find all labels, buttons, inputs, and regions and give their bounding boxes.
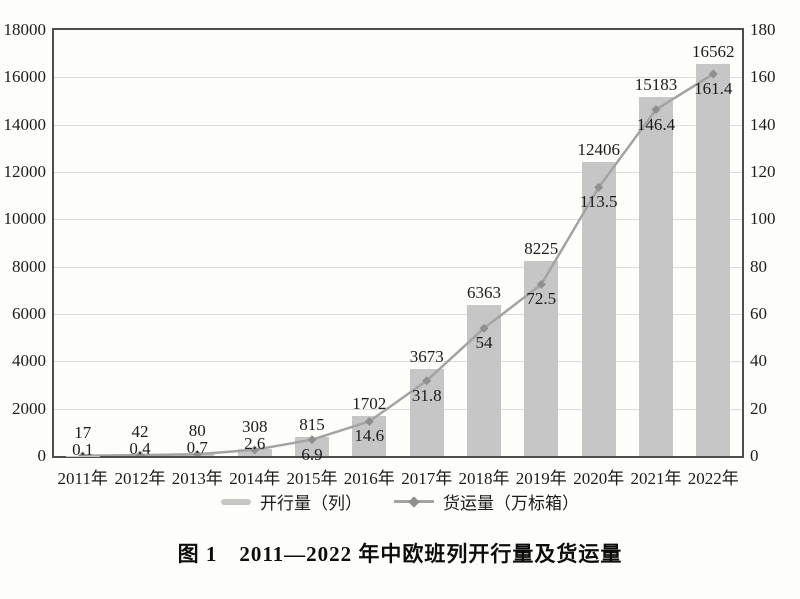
bar-value-label: 6363 [467,283,501,303]
y-axis-tick-label-left: 16000 [3,67,47,87]
freight-line-chart [78,69,718,456]
y-axis-tick-label-left: 0 [37,446,47,465]
x-axis-label: 2022年 [687,469,739,488]
x-axis-label: 2012年 [114,469,166,488]
bar-value-label: 15183 [634,74,678,94]
line-value-label: 72.5 [526,289,557,309]
gridline [54,77,742,79]
bar-value-label: 17 [74,422,92,442]
line-swatch-icon [394,495,434,508]
gridline [54,266,742,268]
line-value-label: 146.4 [636,114,676,134]
line-marker [536,279,546,289]
x-axis-label: 2018年 [458,469,510,488]
line-marker [135,450,145,456]
bar-value-label: 3673 [409,347,444,367]
line-marker [364,416,374,426]
x-axis-label: 2011年 [57,469,108,488]
y-axis-tick-label-left: 8000 [12,256,46,276]
x-axis-label: 2019年 [515,469,567,488]
legend-label-freight: 货运量（万标箱） [443,494,579,513]
x-axis-label: 2017年 [401,469,453,488]
y-axis-tick-label-right: 0 [750,446,759,465]
gridline [54,172,742,173]
bar [581,162,616,456]
line-value-label: 14.6 [354,426,385,446]
bar-value-label: 815 [299,414,325,434]
bar [639,96,673,456]
x-axis-label: 2020年 [573,469,625,488]
legend-item-freight: 货运量（万标箱） [394,489,579,514]
line-marker [250,445,260,455]
bar-value-label: 12406 [577,140,620,160]
line-marker [651,105,661,115]
y-axis-tick-label-left: 14000 [3,114,47,134]
line-value-label: 113.5 [579,192,618,212]
y-axis-tick-label-right: 120 [750,162,776,181]
y-axis-tick-label-right: 20 [750,398,767,418]
gridline [54,314,742,315]
line-marker [422,376,432,386]
y-axis-tick-label-left: 18000 [3,20,47,39]
y-axis-tick-label-right: 80 [750,256,767,276]
line-marker [479,323,489,333]
bar-value-label: 8225 [524,239,559,259]
legend-item-trains: 开行量（列） [221,489,362,514]
diamond-marker-icon [408,495,420,508]
bar-swatch-icon [221,498,251,505]
gridline [54,408,742,410]
x-axis-label: 2013年 [171,469,223,488]
line-value-label: 0.7 [186,438,208,458]
line-marker [594,182,604,192]
plot-area: 17 0.1 42 0.4 80 0.7 308 2.6 815 6.9 1702 14.6 3673 3… [52,28,744,463]
y-axis-tick-label-left: 12000 [3,162,47,181]
line-value-label: 0.1 [72,439,94,459]
y-axis-tick-label-right: 40 [750,351,767,371]
x-axis-label: 2021年 [630,469,682,488]
line-value-label: 54 [475,333,493,353]
line-marker [78,451,88,456]
freight-line [82,72,714,456]
line-value-label: 6.9 [301,444,323,464]
bar [696,64,731,456]
bar-value-label: 16562 [692,42,735,61]
y-axis-tick-label-right: 180 [750,20,776,39]
bar-value-label: 1702 [352,393,387,413]
legend: 开行量（列） 货运量（万标箱） [0,489,800,514]
bar-value-label: 42 [131,422,149,442]
x-axis-label: 2016年 [343,469,395,488]
bar-value-label: 80 [188,421,206,441]
y-axis-tick-label-right: 160 [750,67,776,87]
y-axis-tick-label-left: 10000 [3,209,47,229]
y-axis-tick-label-left: 4000 [12,351,46,371]
y-axis-tick-label-right: 140 [750,114,776,134]
line-value-label: 31.8 [411,385,442,405]
y-axis-tick-label-left: 2000 [12,398,46,418]
y-axis-tick-label-right: 60 [750,304,767,323]
line-value-label: 0.4 [129,439,151,459]
line-marker [307,435,317,445]
legend-label-trains: 开行量（列） [260,494,362,513]
y-axis-tick-label-right: 100 [750,209,776,229]
figure-caption: 图 1 2011—2022 年中欧班列开行量及货运量 [177,542,623,566]
y-axis-tick-label-left: 6000 [12,304,46,323]
gridline [54,361,742,363]
line-value-label: 161.4 [694,79,733,98]
gridline [54,124,742,126]
x-axis-label: 2014年 [229,469,281,488]
line-marker [192,449,202,456]
line-marker [708,69,718,79]
gridline [54,219,742,221]
line-value-label: 2.6 [244,433,266,453]
x-axis-label: 2015年 [286,469,338,488]
bar-value-label: 308 [241,416,268,436]
